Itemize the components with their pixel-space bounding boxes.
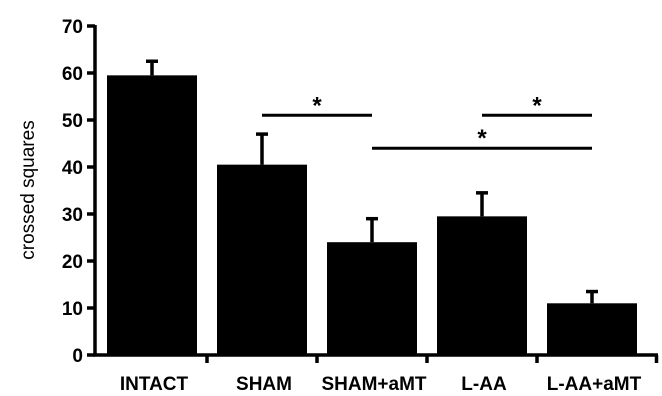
bar-l-aa: [437, 216, 527, 355]
significance-star-3: *: [477, 125, 487, 152]
y-tick-label-0: 0: [72, 346, 83, 367]
y-tick-label-30: 30: [62, 205, 83, 226]
x-tick-label-sham: SHAM: [236, 374, 292, 395]
x-tick-label-l-aa-amt: L-AA+aMT: [547, 374, 642, 395]
bar-l-aa-amt: [547, 303, 637, 355]
y-tick-label-10: 10: [62, 299, 83, 320]
bars-layer: [107, 59, 637, 355]
significance-star-1: *: [312, 92, 322, 119]
x-tick-label-sham-amt: SHAM+aMT: [321, 374, 426, 395]
y-tick-label-40: 40: [62, 158, 83, 179]
x-tick-label-l-aa: L-AA: [461, 374, 507, 395]
bar-sham-amt: [327, 242, 417, 355]
y-tick-label-70: 70: [62, 17, 83, 38]
bar-intact: [107, 75, 197, 355]
bar-sham: [217, 164, 307, 355]
significance-layer: * * *: [262, 92, 592, 152]
y-tick-label-20: 20: [62, 252, 83, 273]
axes-layer: INTACT SHAM SHAM+aMT L-AA L-AA+aMT 0 10 20 30 40 5…: [62, 17, 659, 395]
y-tick-label-60: 60: [62, 64, 83, 85]
y-tick-label-50: 50: [62, 111, 83, 132]
y-axis-title: crossed squares: [18, 120, 39, 259]
x-tick-label-intact: INTACT: [120, 374, 189, 395]
significance-star-2: *: [532, 92, 542, 119]
